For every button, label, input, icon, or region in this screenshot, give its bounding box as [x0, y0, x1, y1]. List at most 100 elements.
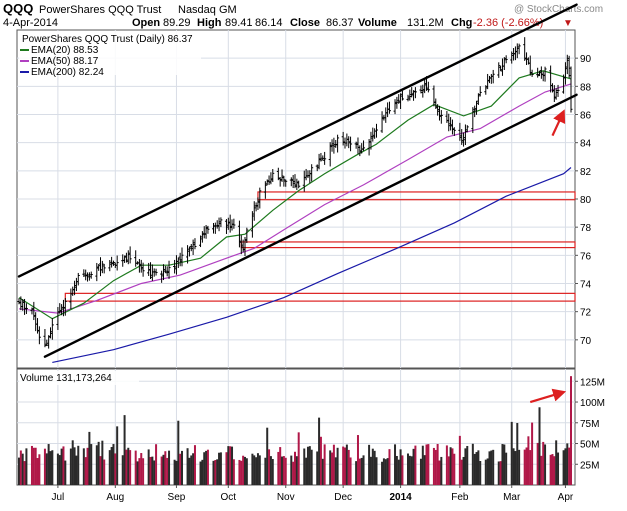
- volume-bar: [386, 458, 389, 485]
- volume-bar: [505, 452, 508, 485]
- month-label: Jul: [52, 492, 65, 503]
- volume-bar: [310, 449, 313, 485]
- volume-bar: [199, 461, 202, 485]
- volume-bar: [125, 449, 128, 485]
- volume-bar: [51, 450, 54, 485]
- volume-bar: [138, 458, 141, 485]
- volume-bar: [331, 452, 334, 485]
- volume-bar: [438, 460, 441, 485]
- volume-bar: [477, 450, 480, 485]
- volume-bar: [281, 456, 284, 485]
- volume-bar: [212, 460, 215, 485]
- volume-bar: [527, 436, 530, 485]
- volume-bar: [460, 459, 463, 485]
- volume-bar: [142, 458, 145, 485]
- volume-bar: [344, 447, 347, 485]
- chg-value: -2.36 (-2.66%): [473, 17, 543, 29]
- volume-bar: [18, 457, 20, 485]
- volume-bar: [373, 450, 376, 485]
- volume-bar: [570, 376, 572, 485]
- volume-bar: [179, 453, 182, 485]
- volume-bar: [419, 458, 422, 485]
- volume-bar: [484, 459, 487, 485]
- volume-value: 131.2M: [407, 17, 444, 29]
- volume-bar: [153, 460, 156, 485]
- watermark: @ StockCharts.com: [514, 4, 603, 15]
- volume-bar: [445, 445, 448, 485]
- volume-bar: [368, 444, 371, 485]
- volume-bar: [218, 452, 221, 485]
- volume-bar: [295, 456, 298, 485]
- volume-bar: [436, 443, 439, 485]
- volume-bar: [408, 455, 411, 485]
- volume-bar: [116, 426, 119, 485]
- month-label: Nov: [277, 492, 295, 503]
- volume-bar: [308, 446, 311, 485]
- volume-annotation-arrow: [529, 388, 567, 404]
- ema50-line: [18, 83, 572, 314]
- volume-tick-label: 75M: [580, 419, 599, 430]
- volume-bar: [536, 442, 539, 485]
- volume-bar: [205, 450, 208, 485]
- volume-bar: [149, 456, 152, 485]
- volume-bar: [382, 458, 385, 485]
- volume-bar: [453, 453, 456, 485]
- volume-bar: [90, 444, 93, 485]
- volume-bar: [336, 447, 339, 485]
- volume-bar: [97, 441, 100, 485]
- volume-bar: [410, 456, 413, 485]
- volume-bar: [462, 456, 465, 485]
- volume-bar: [271, 459, 274, 485]
- volume-bar: [321, 458, 324, 485]
- volume-tick-label: 100M: [580, 398, 605, 409]
- open-label: Open: [132, 17, 160, 29]
- volume-bar: [245, 458, 248, 485]
- volume-bar: [19, 450, 22, 485]
- volume-bar: [147, 449, 150, 485]
- volume-bar: [227, 446, 230, 485]
- volume-bar: [342, 446, 345, 485]
- volume-bar: [355, 461, 358, 485]
- volume-bar: [358, 458, 361, 485]
- volume-bar: [479, 461, 482, 485]
- volume-bar: [323, 444, 326, 485]
- volume-bar: [332, 444, 335, 485]
- security-name: PowerShares QQQ Trust: [39, 4, 161, 16]
- low-value: 86.14: [255, 17, 283, 29]
- volume-bar: [544, 444, 547, 485]
- volume-bar: [499, 461, 502, 485]
- price-tick-label: 84: [580, 139, 592, 150]
- volume-bar: [316, 451, 319, 485]
- trend-channel: [17, 3, 578, 358]
- volume-bar: [497, 461, 500, 485]
- volume-bar: [371, 448, 374, 485]
- gap-zone: [64, 292, 576, 302]
- volume-bar: [238, 459, 241, 485]
- volume-bar: [510, 421, 513, 485]
- volume-bar: [503, 444, 506, 485]
- volume-bar: [86, 447, 89, 485]
- volume-bar: [401, 455, 404, 485]
- volume-bar: [375, 457, 378, 485]
- ema200-line: [52, 167, 572, 363]
- volume-bar: [279, 447, 282, 485]
- volume-bar: [255, 457, 258, 485]
- volume-bar: [251, 453, 254, 485]
- volume-bar: [84, 457, 87, 485]
- volume-bar: [492, 449, 495, 485]
- volume-bar: [60, 448, 63, 485]
- price-tick-label: 80: [580, 195, 592, 206]
- volume-bar: [412, 448, 415, 485]
- volume-bar: [162, 454, 165, 485]
- volume-bar: [473, 453, 476, 485]
- ema-lines: [18, 70, 572, 363]
- volume-bar: [549, 454, 552, 485]
- volume-bar: [206, 449, 209, 485]
- volume-bar: [319, 436, 322, 485]
- volume-bar: [32, 447, 35, 485]
- volume-bar: [82, 448, 85, 485]
- volume-bar: [71, 440, 74, 485]
- volume-bar: [243, 456, 246, 485]
- volume-bar: [349, 457, 352, 485]
